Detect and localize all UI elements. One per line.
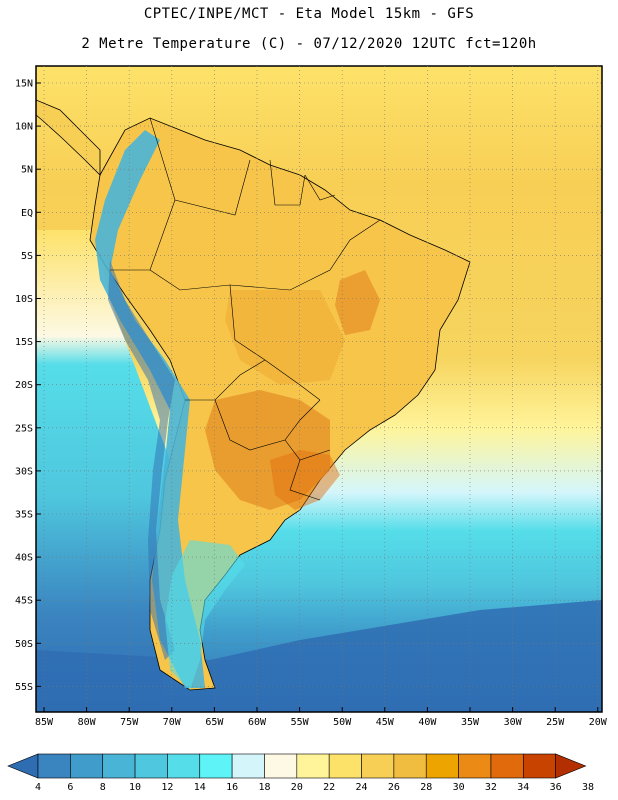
- lat-label: 10N: [15, 122, 33, 133]
- lat-lon-grid: [36, 66, 602, 712]
- colorbar-label: 6: [67, 782, 73, 793]
- colorbar-segment: [167, 753, 201, 779]
- colorbar-segment: [70, 753, 104, 779]
- lon-label: 85W: [35, 717, 54, 728]
- lon-label: 45W: [376, 717, 395, 728]
- lat-label: 5S: [21, 251, 33, 262]
- colorbar-label: 34: [517, 782, 529, 793]
- colorbar-label: 36: [550, 782, 562, 793]
- longitude-tick-labels: 85W 80W 75W 70W 65W 60W 55W 50W 45W 40W 35W 30W 25W 2…: [35, 717, 608, 728]
- colorbar-right-arrow: [555, 753, 587, 779]
- lat-label: 5N: [21, 165, 33, 176]
- map-field: [36, 66, 602, 712]
- lon-label: 30W: [504, 717, 523, 728]
- pacific-ocean-field: [36, 230, 175, 712]
- colorbar-label: 26: [388, 782, 400, 793]
- lat-label: 50S: [15, 639, 33, 650]
- lon-label: 35W: [461, 717, 480, 728]
- colorbar-label: 16: [226, 782, 238, 793]
- lat-label: 10S: [15, 294, 33, 305]
- colorbar-segment: [134, 753, 168, 779]
- andes-coldest-core: [108, 260, 175, 660]
- patagonia-cool-field: [165, 540, 245, 690]
- lon-label: 80W: [78, 717, 97, 728]
- colorbar-label: 28: [420, 782, 432, 793]
- lat-label: 55S: [15, 682, 33, 693]
- colorbar-left-arrow: [7, 753, 39, 779]
- colorbar-segment: [328, 753, 362, 779]
- lat-label: 25S: [15, 423, 33, 434]
- lon-label: 55W: [291, 717, 310, 728]
- lat-label: 20S: [15, 380, 33, 391]
- colorbar-label: 12: [161, 782, 173, 793]
- colorbar-segment: [102, 753, 136, 779]
- map-frame: [35, 65, 603, 713]
- colorbar-segment: [199, 753, 233, 779]
- colorbar-label: 32: [485, 782, 497, 793]
- colorbar-label: 8: [100, 782, 106, 793]
- lon-label: 25W: [546, 717, 565, 728]
- colorbar-label: 24: [356, 782, 368, 793]
- lat-label: 15N: [15, 79, 33, 90]
- andes-cold-strip: [95, 130, 205, 688]
- colorbar-segment: [231, 753, 265, 779]
- lon-label: 60W: [248, 717, 267, 728]
- colorbar-segment: [37, 753, 71, 779]
- colorbar-segment: [522, 753, 556, 779]
- colorbar-label: 4: [35, 782, 41, 793]
- hot-spot-south: [270, 450, 340, 510]
- colorbar-label: 38: [582, 782, 594, 793]
- hot-region-central-brazil: [335, 270, 380, 335]
- colorbar-label: 14: [194, 782, 206, 793]
- lon-label: 50W: [333, 717, 352, 728]
- colorbar-segment: [458, 753, 492, 779]
- southern-ocean-field: [36, 600, 602, 712]
- colorbar-segment: [490, 753, 524, 779]
- lat-label: EQ: [21, 208, 33, 219]
- colorbar-label: 30: [453, 782, 465, 793]
- colorbar-segment: [296, 753, 330, 779]
- lat-label: 30S: [15, 466, 33, 477]
- lat-label: 35S: [15, 510, 33, 521]
- warm-region-mato-grosso: [225, 290, 345, 385]
- hot-region-paraguay-argentina: [205, 390, 330, 510]
- colorbar-segment: [264, 753, 298, 779]
- map-title-line-2: 2 Metre Temperature (C) - 07/12/2020 12U…: [81, 36, 537, 52]
- lon-label: 70W: [163, 717, 182, 728]
- lon-label: 75W: [120, 717, 139, 728]
- lon-label: 20W: [589, 717, 608, 728]
- colorbar-label: 10: [129, 782, 141, 793]
- central-america-landmass: [36, 99, 101, 176]
- colorbar-segment: [425, 753, 459, 779]
- lat-label: 45S: [15, 596, 33, 607]
- temperature-colorbar: 4 6 8 10 12 14 16 18 20 22 24 26 28 30 32 34 36 38: [7, 753, 594, 793]
- lon-label: 65W: [205, 717, 224, 728]
- lat-label: 40S: [15, 553, 33, 564]
- lon-label: 40W: [418, 717, 437, 728]
- colorbar-label: 20: [291, 782, 303, 793]
- latitude-tick-labels: 15N 10N 5N EQ 5S 10S 15S 20S 25S 30S 35S 40S 45S 50S 5…: [15, 79, 33, 693]
- lat-label: 15S: [15, 337, 33, 348]
- map-title-line-1: CPTEC/INPE/MCT - Eta Model 15km - GFS: [143, 6, 475, 22]
- colorbar-segment: [393, 753, 427, 779]
- country-borders: [110, 117, 381, 501]
- colorbar-segment: [361, 753, 395, 779]
- colorbar-label: 18: [258, 782, 270, 793]
- colorbar-label: 22: [323, 782, 335, 793]
